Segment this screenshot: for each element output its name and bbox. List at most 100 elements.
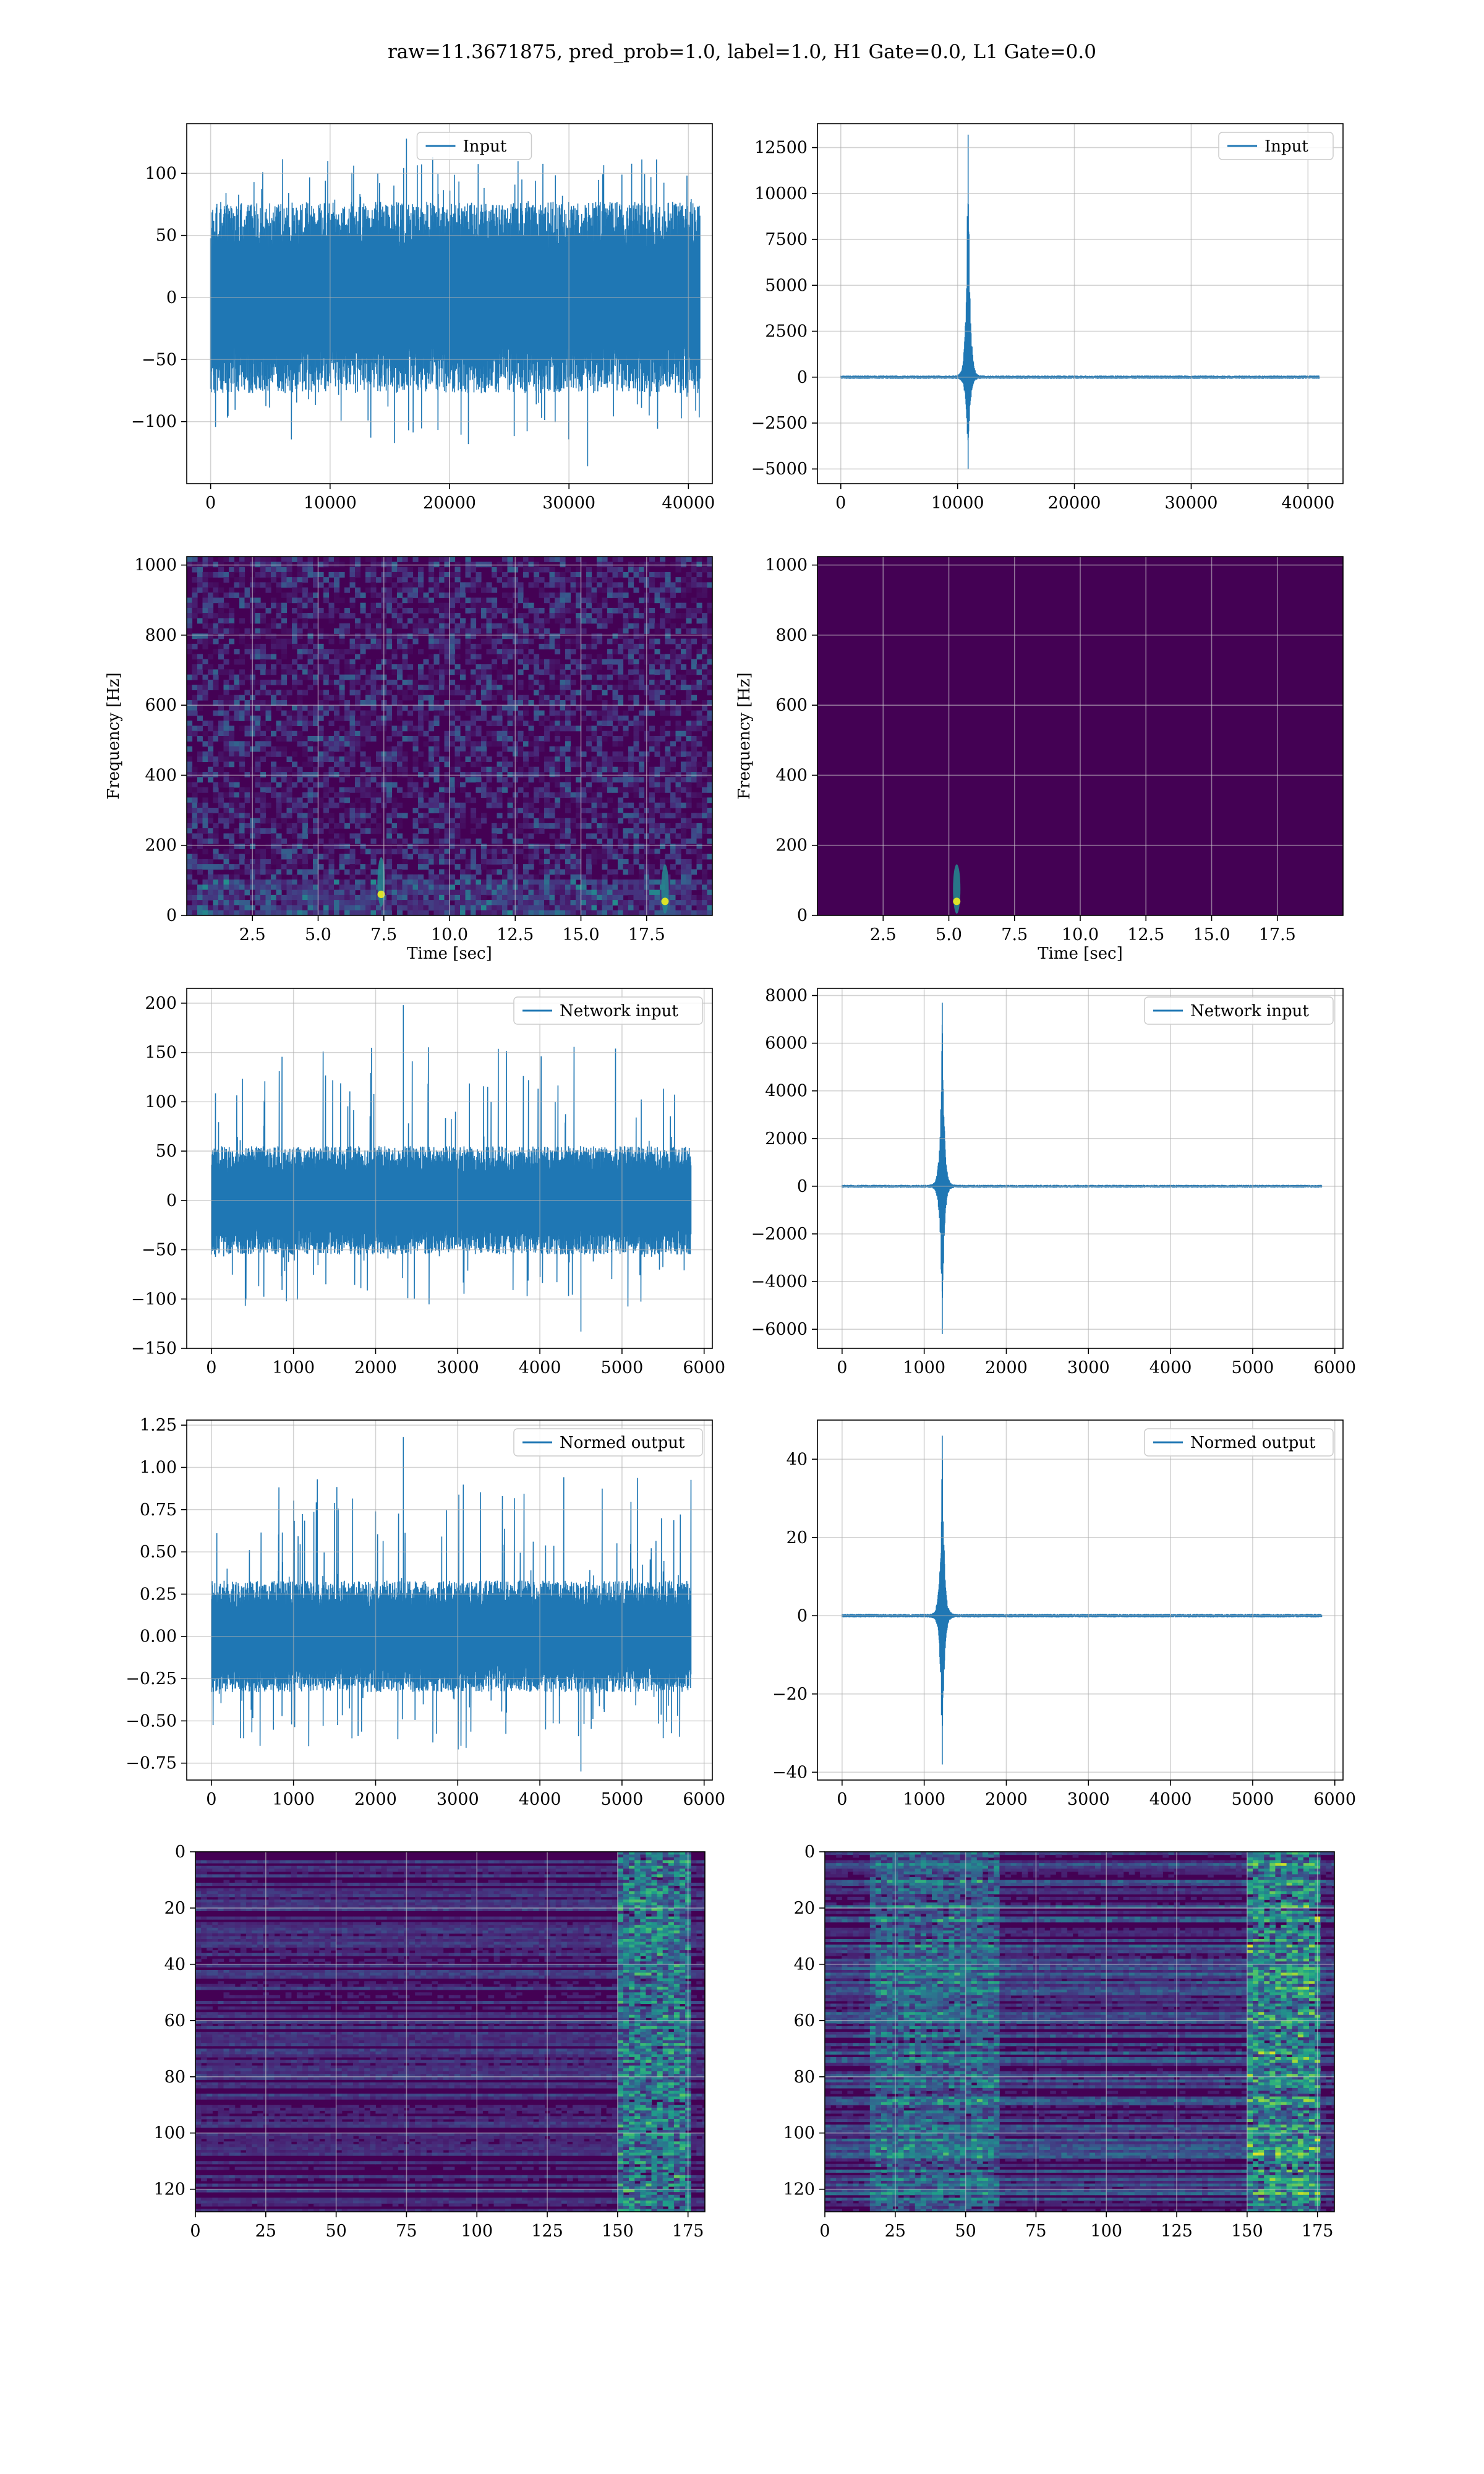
spectrogram-cell [691, 639, 697, 644]
spectrogram-cell [245, 864, 250, 870]
feature-map-cell [561, 1860, 568, 1864]
spectrogram-cell [592, 756, 597, 762]
spectrogram-cell [213, 890, 219, 896]
spectrogram-cell [592, 726, 597, 731]
spectrogram-cell [334, 905, 339, 910]
spectrogram-cell [218, 572, 224, 578]
spectrogram-cell [439, 823, 445, 829]
spectrogram-cell [560, 895, 566, 901]
spectrogram-cell [339, 839, 345, 844]
spectrogram-cell [476, 895, 482, 901]
spectrogram-cell [439, 900, 445, 905]
spectrogram-cell [255, 613, 261, 618]
spectrogram-cell [192, 593, 198, 598]
spectrogram-cell [544, 557, 550, 562]
spectrogram-cell [407, 572, 413, 578]
spectrogram-cell [213, 895, 219, 901]
spectrogram-cell [292, 675, 297, 680]
spectrogram-cell [350, 833, 356, 839]
spectrogram-cell [697, 761, 702, 767]
spectrogram-cell [586, 767, 592, 773]
spectrogram-cell [297, 588, 303, 593]
spectrogram-cell [234, 659, 240, 665]
spectrogram-cell [318, 823, 324, 829]
x-tick-label: 0 [205, 494, 216, 513]
spectrogram-cell [292, 823, 297, 829]
spectrogram-cell [544, 669, 550, 675]
feature-map-cell [302, 1860, 309, 1864]
spectrogram-cell [434, 880, 440, 885]
spectrogram-cell [597, 747, 602, 752]
spectrogram-cell [613, 828, 618, 834]
spectrogram-cell [302, 782, 308, 788]
x-tick-label: 5000 [1232, 1358, 1274, 1377]
spectrogram-cell [245, 828, 250, 834]
spectrogram-cell [287, 828, 292, 834]
spectrogram-cell [697, 577, 702, 583]
spectrogram-cell [534, 772, 539, 777]
spectrogram-cell [276, 582, 282, 588]
spectrogram-cell [639, 895, 644, 901]
spectrogram-cell [655, 741, 660, 747]
spectrogram-cell [602, 884, 608, 890]
spectrogram-cell [229, 557, 234, 562]
y-tick-label: −20 [772, 1685, 808, 1704]
spectrogram-cell [529, 726, 534, 731]
spectrogram-cell [534, 618, 539, 623]
spectrogram-cell [229, 705, 234, 711]
spectrogram-cell [670, 649, 676, 654]
spectrogram-cell [308, 777, 313, 782]
spectrogram-cell [365, 633, 371, 639]
spectrogram-cell [550, 608, 555, 614]
spectrogram-cell [655, 685, 660, 690]
spectrogram-cell [386, 782, 392, 788]
spectrogram-cell [297, 557, 303, 562]
spectrogram-cell [623, 593, 629, 598]
spectrogram-cell [628, 639, 634, 644]
spectrogram-cell [571, 890, 576, 896]
spectrogram-cell [339, 890, 345, 896]
spectrogram-cell [607, 577, 613, 583]
spectrogram-cell [271, 859, 276, 865]
spectrogram-cell [649, 685, 655, 690]
spectrogram-cell [450, 628, 455, 634]
spectrogram-cell [302, 593, 308, 598]
spectrogram-cell [476, 726, 482, 731]
spectrogram-cell [355, 808, 360, 813]
spectrogram-cell [649, 608, 655, 614]
feature-map-cell [398, 1860, 404, 1864]
spectrogram-cell [592, 854, 597, 860]
x-tick-label: 5.0 [936, 925, 962, 944]
spectrogram-cell [602, 859, 608, 865]
spectrogram-cell [592, 716, 597, 721]
spectrogram-cell [224, 649, 229, 654]
spectrogram-cell [460, 736, 466, 742]
spectrogram-cell [323, 664, 329, 670]
spectrogram-cell [639, 900, 644, 905]
spectrogram-cell [371, 572, 377, 578]
spectrogram-cell [544, 797, 550, 803]
spectrogram-cell [623, 726, 629, 731]
spec-h1-chart: 2.5 5.0 7.5 10.0 12.5 15.0 17.5020040060080010… [104, 556, 713, 963]
input-l1-chart: 0 10000 20000 30000 40000−5000−2500025005000… [751, 124, 1343, 513]
spectrogram-cell [260, 797, 266, 803]
spectrogram-cell [360, 623, 366, 629]
spectrogram-cell [676, 644, 681, 649]
spectrogram-cell [628, 895, 634, 901]
spectrogram-cell [544, 639, 550, 644]
spectrogram-cell [639, 767, 644, 773]
spectrogram-cell [481, 685, 487, 690]
spectrogram-cell [365, 890, 371, 896]
spectrogram-cell [203, 751, 208, 757]
x-tick-label: 12.5 [497, 925, 534, 944]
spectrogram-cell [681, 751, 686, 757]
spectrogram-cell [460, 623, 466, 629]
spectrogram-cell [487, 664, 492, 670]
spectrogram-cell [371, 608, 377, 614]
feature-map-cell [680, 1857, 686, 1860]
spectrogram-cell [466, 628, 471, 634]
spectrogram-cell [213, 905, 219, 910]
spectrogram-cell [424, 880, 429, 885]
spectrogram-cell [429, 603, 434, 609]
spectrogram-cell [439, 623, 445, 629]
